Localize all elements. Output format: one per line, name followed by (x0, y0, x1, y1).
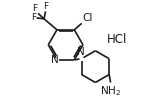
Text: F: F (32, 4, 37, 13)
Text: N: N (77, 47, 85, 58)
Text: NH$_2$: NH$_2$ (100, 84, 121, 98)
Text: HCl: HCl (107, 33, 127, 46)
Text: F: F (31, 13, 36, 22)
Text: N: N (51, 55, 59, 65)
Text: Cl: Cl (82, 12, 93, 23)
Text: F: F (43, 2, 48, 11)
